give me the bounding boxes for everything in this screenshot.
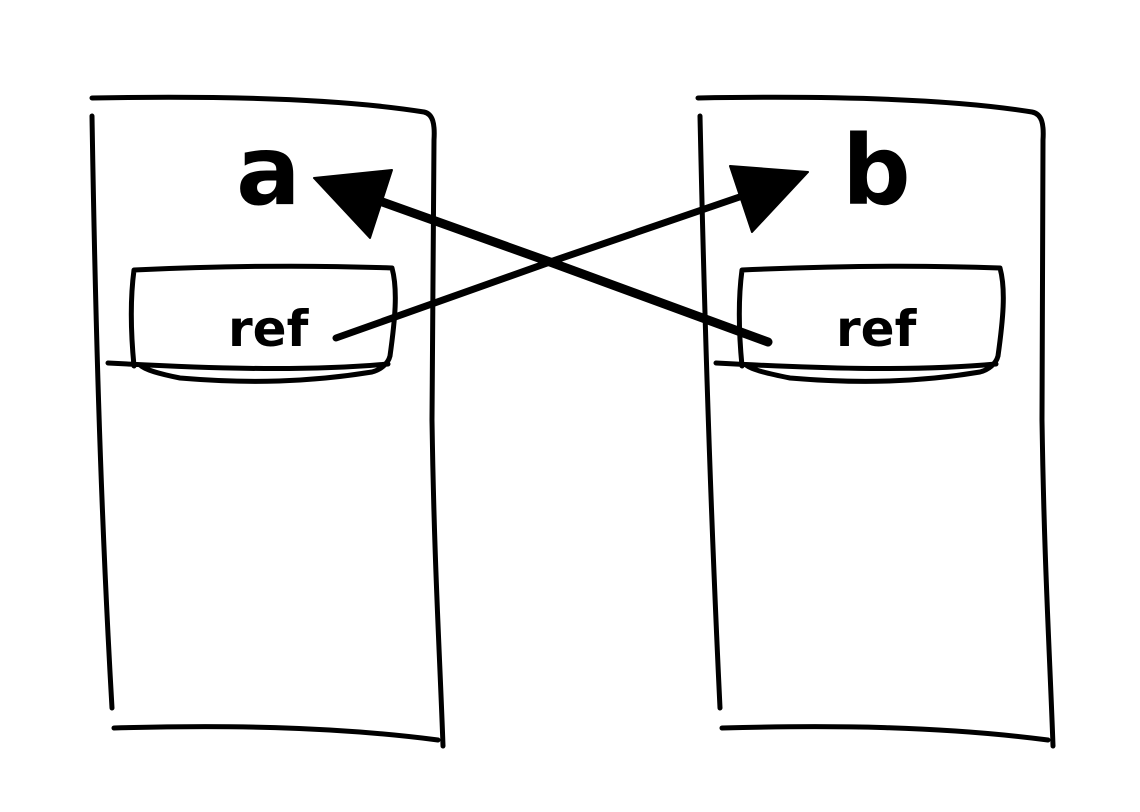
arrow-a-ref-to-b-head	[729, 165, 809, 233]
object-b-box	[695, 94, 1056, 749]
object-a: a ref	[89, 94, 446, 749]
arrow-b-ref-to-a-head	[313, 169, 393, 239]
arrow-a-ref-to-b	[332, 165, 809, 342]
object-a-ref-label: ref	[228, 300, 310, 358]
arrow-a-ref-to-b-shaft	[332, 186, 764, 342]
object-b-ref-box	[713, 263, 1006, 384]
object-b: b ref	[695, 94, 1056, 749]
object-b-ref-field: ref	[713, 263, 1006, 384]
object-a-box	[89, 94, 446, 749]
object-a-ref-box	[105, 263, 398, 384]
arrow-b-ref-to-a-shaft	[355, 189, 773, 347]
object-a-label: a	[236, 115, 301, 227]
object-b-label: b	[842, 115, 911, 227]
object-b-ref-label: ref	[836, 300, 918, 358]
object-a-ref-field: ref	[105, 263, 398, 384]
